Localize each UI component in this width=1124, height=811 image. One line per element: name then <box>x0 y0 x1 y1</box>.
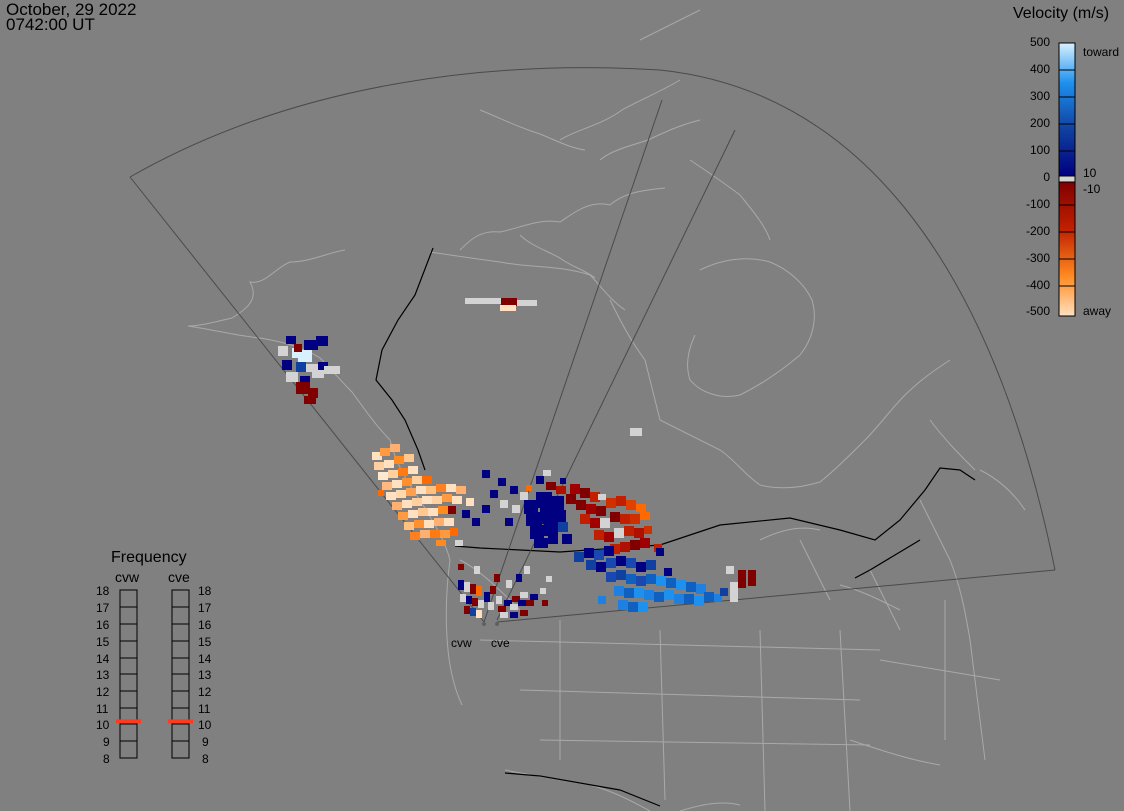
velocity-cells <box>278 298 756 618</box>
colorbar-tick: -300 <box>1025 251 1050 265</box>
frequency-tick: 15 <box>198 635 212 649</box>
frequency-tick: 16 <box>96 618 110 632</box>
frequency-tick: 18 <box>96 584 110 598</box>
frequency-tick: 18 <box>198 584 212 598</box>
frequency-tick: 17 <box>96 601 110 615</box>
date-label: October, 29 2022 <box>6 0 137 19</box>
radar-fov <box>129 67 1056 623</box>
toward-label: toward <box>1083 45 1120 59</box>
site-label-cvw: cvw <box>451 636 472 650</box>
frequency-tick: 13 <box>96 668 110 682</box>
frequency-radar-label: cve <box>168 569 190 585</box>
away-label: away <box>1083 304 1112 318</box>
frequency-tick: 14 <box>198 652 212 666</box>
national-borders <box>375 247 976 807</box>
colorbar-tick: 100 <box>1029 143 1050 157</box>
frequency-tick: 8 <box>103 752 110 766</box>
inner-pos-label: 10 <box>1083 166 1097 180</box>
colorbar-tick: 0 <box>1043 170 1050 184</box>
frequency-tick: 9 <box>202 735 209 749</box>
colorbar-tick: 300 <box>1029 89 1050 103</box>
colorbar-tick: -500 <box>1025 304 1050 318</box>
frequency-panel <box>119 589 190 759</box>
frequency-tick: 11 <box>198 702 211 716</box>
colorbar-tick: 500 <box>1029 35 1050 49</box>
time-label: 0742:00 UT <box>6 15 95 34</box>
frequency-tick: 12 <box>96 685 110 699</box>
frequency-marker-cvw <box>116 719 141 724</box>
colorbar-title: Velocity (m/s) <box>1013 5 1110 22</box>
frequency-tick: 12 <box>198 685 212 699</box>
colorbar-tick: -200 <box>1025 224 1050 238</box>
frequency-tick: 16 <box>198 618 212 632</box>
frequency-title: Frequency <box>111 549 187 566</box>
colorbar-tick: -400 <box>1025 278 1050 292</box>
inner-neg-label: -10 <box>1083 182 1101 196</box>
frequency-tick: 8 <box>202 752 209 766</box>
frequency-tick: 17 <box>198 601 212 615</box>
frequency-marker-cve <box>168 719 193 724</box>
site-marker-cvw <box>482 622 486 626</box>
frequency-radar-label: cvw <box>115 569 140 585</box>
frequency-tick: 13 <box>198 668 212 682</box>
coastlines <box>187 9 1026 811</box>
frequency-tick: 9 <box>103 735 110 749</box>
colorbar-tick: 400 <box>1029 62 1050 76</box>
frequency-tick: 11 <box>96 702 109 716</box>
frequency-tick: 15 <box>96 635 110 649</box>
site-marker-cve <box>495 622 499 626</box>
frequency-tick: 14 <box>96 652 110 666</box>
frequency-tick: 10 <box>198 718 212 732</box>
velocity-colorbar <box>1058 42 1076 317</box>
colorbar-tick: -100 <box>1025 197 1050 211</box>
site-label-cve: cve <box>491 636 510 650</box>
colorbar-tick: 200 <box>1029 116 1050 130</box>
frequency-tick: 10 <box>96 718 110 732</box>
